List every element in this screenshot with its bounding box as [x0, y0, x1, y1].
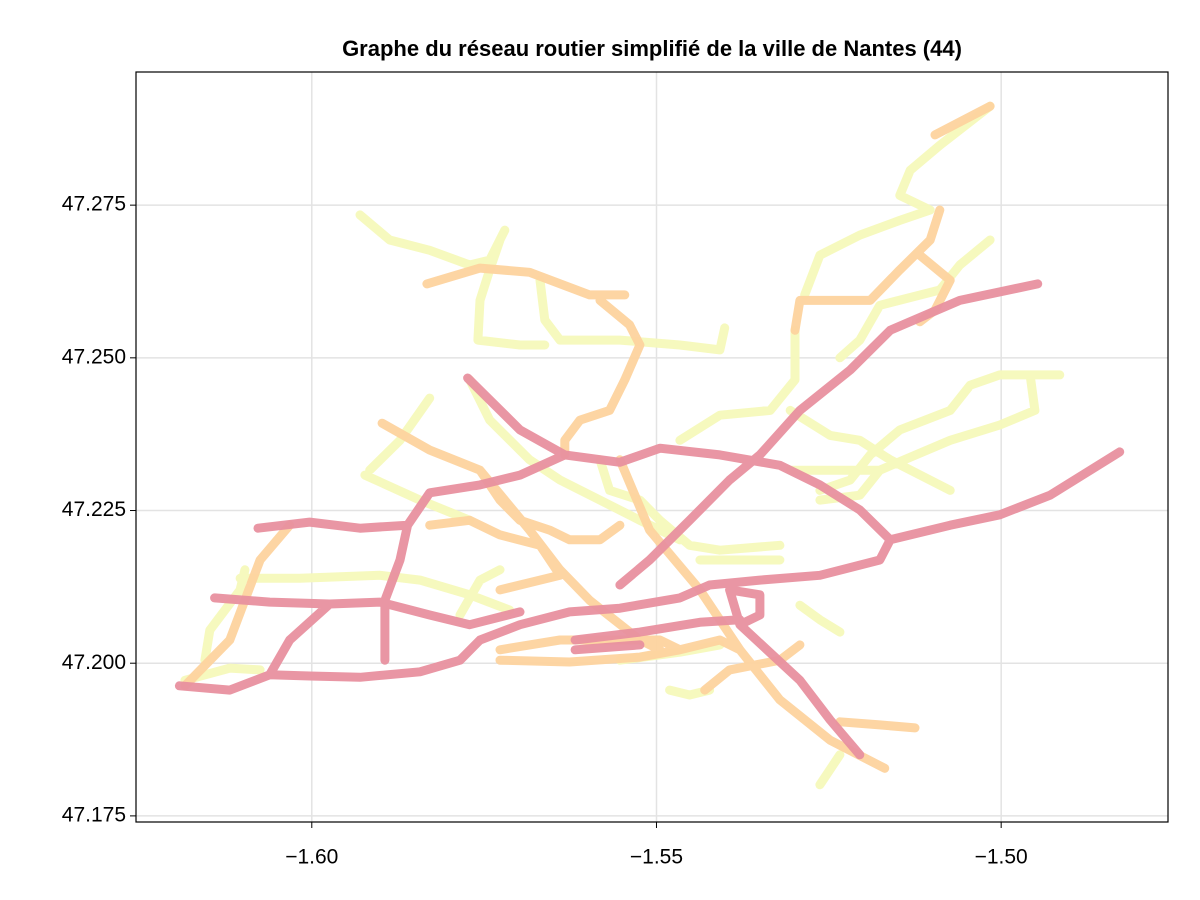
chart-title: Graphe du réseau routier simplifié de la… — [342, 36, 962, 61]
axes: −1.60 −1.55 −1.50 47.175 47.200 47.225 47.250 4… — [62, 193, 1028, 869]
road-line — [174, 279, 1125, 760]
plot-frame — [135, 71, 1169, 823]
y-tick-label: 47.200 — [62, 651, 126, 674]
x-tick-label: −1.55 — [630, 846, 683, 869]
y-tick-label: 47.225 — [62, 498, 126, 521]
x-tick-label: −1.60 — [285, 846, 338, 869]
y-tick-label: 47.250 — [62, 345, 126, 368]
y-tick-label: 47.275 — [62, 193, 126, 216]
x-tick-label: −1.50 — [975, 846, 1028, 869]
plot-area — [174, 101, 1125, 790]
y-tick-label: 47.175 — [62, 803, 126, 826]
